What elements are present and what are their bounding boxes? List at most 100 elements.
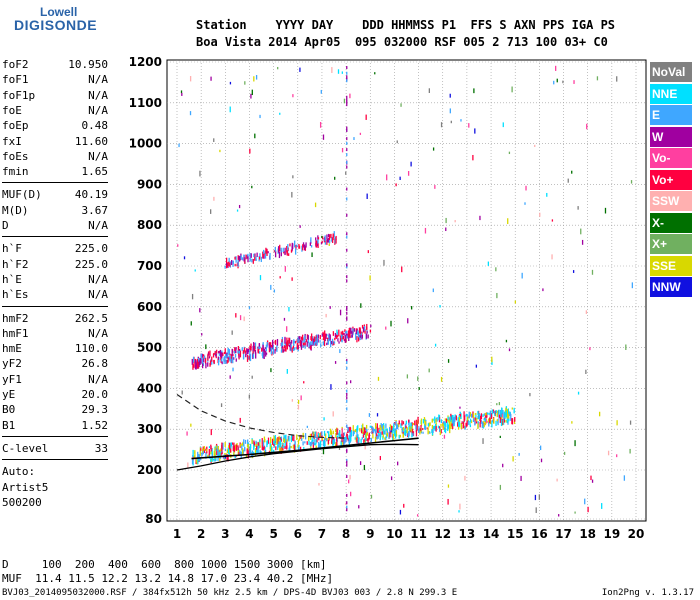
y-tick-label: 80 [145,512,162,526]
echo-point [197,451,199,459]
noise-point [604,207,607,214]
echo-point [514,417,516,422]
echo-point [497,418,499,426]
echo-point [501,411,503,418]
echo-point [345,336,347,343]
echo-point [326,431,329,434]
echo-point [341,441,343,445]
echo-point [336,437,338,442]
noise-point [508,348,511,352]
echo-point [292,347,295,352]
param-yf1: yF1 N/A [2,372,108,387]
noise-point [279,276,281,279]
echo-point [284,247,286,255]
param-hes: h`Es N/A [2,287,108,302]
echo-point [207,454,209,458]
echo-point [482,414,484,418]
noise-point [186,431,188,436]
noise-point [401,266,403,273]
echo-point [385,433,388,439]
echo-point [200,448,202,451]
echo-point [452,420,454,427]
interference-point [346,317,348,321]
echo-point [322,331,324,335]
noise-point [499,484,502,490]
echo-point [263,436,266,443]
x-tick-label: 14 [483,527,500,541]
noise-point [183,256,186,260]
echo-point [263,352,265,360]
echo-point [280,437,283,442]
interference-point [346,389,348,393]
echo-point [259,439,261,447]
param-b0: B0 29.3 [2,402,108,417]
echo-point [232,353,234,357]
echo-point [274,250,277,258]
noise-point [248,394,251,399]
echo-point [330,341,333,345]
noise-point [220,403,223,408]
echo-point [258,443,260,449]
echo-point [233,357,235,360]
echo-point [466,420,468,427]
echo-point [225,356,227,359]
echo-point [299,340,301,347]
noise-point [334,361,337,364]
echo-point [283,251,285,254]
echo-point [225,352,227,357]
echo-point [314,336,317,344]
echo-point [505,407,507,412]
echo-point [329,234,331,239]
echo-point [322,337,325,341]
echo-point [240,444,242,447]
noise-point [239,315,242,321]
echo-point [282,445,284,449]
noise-point [259,275,262,281]
echo-point [340,334,343,339]
echo-point [496,410,498,418]
echo-point [279,437,281,440]
echo-point [334,238,336,244]
echo-point [227,348,229,355]
echo-point [310,333,313,340]
noise-point [410,161,412,167]
echo-point [284,446,286,449]
echo-point [295,346,297,350]
echo-point [272,347,275,355]
echo-point [204,357,207,364]
interference-point [346,330,348,334]
echo-point [483,413,486,416]
echo-point [374,430,377,434]
echo-point [356,336,358,343]
echo-point [469,418,472,422]
interference-point [346,66,348,70]
noise-point [428,88,431,93]
noise-point [556,78,558,83]
echo-point [235,444,238,451]
param-value: 26.8 [81,357,109,371]
echo-point [352,425,354,432]
echo-point [409,426,411,431]
noise-point [358,505,360,509]
echo-point [301,245,303,252]
echo-point [244,439,247,444]
noise-point [257,449,259,453]
echo-point [375,423,377,430]
echo-point [444,421,446,427]
echo-point [329,428,332,435]
noise-point [399,176,401,181]
echo-point [366,331,368,334]
noise-point [328,243,330,246]
echo-point [288,435,290,442]
noise-point [379,455,381,461]
echo-point [296,434,298,441]
echo-point [422,431,424,434]
echo-point [305,339,308,343]
echo-point [264,347,266,350]
echo-point [341,339,343,343]
echo-point [350,435,352,442]
echo-point [400,423,402,429]
echo-point [194,451,196,458]
echo-point [297,444,299,448]
echo-point [239,255,241,262]
